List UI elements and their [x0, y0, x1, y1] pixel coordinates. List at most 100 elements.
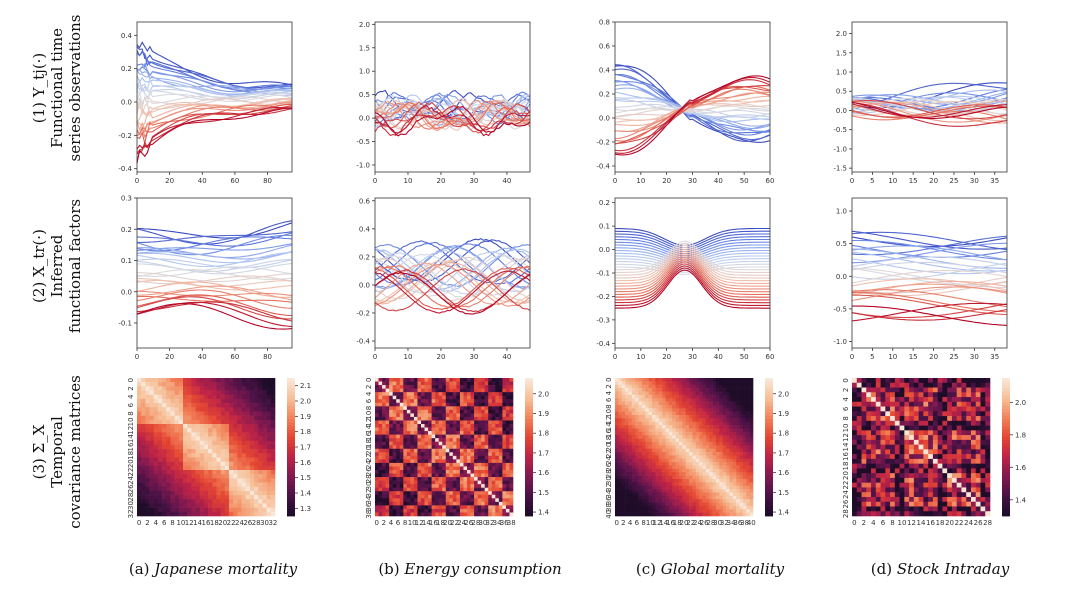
heatmap-cell [679, 492, 683, 496]
heatmap-cell [686, 479, 690, 483]
heatmap-cell [652, 405, 656, 409]
heatmap-cell [258, 411, 262, 415]
heatmap-cell [615, 449, 619, 453]
heatmap-cell [506, 396, 510, 400]
heatmap-cell [463, 442, 467, 446]
heatmap-cell [692, 466, 696, 470]
heatmap-cell [628, 425, 632, 429]
heatmap-cell [740, 489, 744, 493]
heatmap-cell [655, 462, 659, 466]
heatmap-cell [154, 441, 158, 445]
heatmap-cell [726, 439, 730, 443]
heatmap-cell [421, 396, 425, 400]
heatmap-cell [453, 495, 457, 499]
heatmap-cell [191, 428, 195, 432]
axes-frame [375, 22, 530, 172]
heatmap-cell [389, 431, 393, 435]
heatmap-cell [676, 489, 680, 493]
heatmap-cell [379, 456, 383, 460]
heatmap-cell [225, 382, 229, 386]
heatmap-cell [456, 495, 460, 499]
heatmap-cell [233, 503, 237, 507]
heatmap-cell [379, 512, 383, 516]
heatmap-cell [196, 503, 200, 507]
heatmap-cell [632, 402, 636, 406]
heatmap-cell [154, 508, 158, 512]
heatmap-cell [703, 442, 707, 446]
heatmap-cell [456, 505, 460, 509]
heatmap-cell [682, 482, 686, 486]
heatmap-cell [743, 381, 747, 385]
heatmap-cell [659, 492, 663, 496]
heatmap-cell [150, 474, 154, 478]
heatmap-cell [499, 385, 503, 389]
axes-frame [137, 198, 292, 348]
heatmap-cell [449, 382, 453, 386]
heatmap-cell [709, 378, 713, 382]
heatmap-cell [506, 382, 510, 386]
heatmap-cell [137, 474, 141, 478]
heatmap-cell [499, 463, 503, 467]
heatmap-cell [439, 502, 443, 506]
heatmap-cell [676, 415, 680, 419]
heatmap-cell [485, 452, 489, 456]
heatmap-cell [692, 395, 696, 399]
heatmap-cell [267, 386, 271, 390]
heatmap-cell [200, 470, 204, 474]
heatmap-cell [622, 472, 626, 476]
heatmap-cell [622, 391, 626, 395]
heatmap-cell [246, 441, 250, 445]
heatmap-cell [625, 445, 629, 449]
heatmap-cell [672, 422, 676, 426]
heatmap-cell [699, 432, 703, 436]
heatmap-cell [212, 407, 216, 411]
heatmap-cell [625, 479, 629, 483]
heatmap-cell [676, 388, 680, 392]
heatmap-cell [225, 407, 229, 411]
heatmap-cell [463, 470, 467, 474]
x-tick-label-3: 30 [688, 353, 697, 361]
heatmap-cell [460, 378, 464, 382]
heatmap-cell [502, 403, 506, 407]
heatmap-cell [463, 382, 467, 386]
heatmap-cell [723, 402, 727, 406]
heatmap-cell [400, 382, 404, 386]
heatmap-cell [204, 478, 208, 482]
y-tick-label-3: 0.5 [836, 240, 847, 248]
heatmap-cell [250, 399, 254, 403]
heatmap-cell [622, 503, 626, 507]
heatmap-cell [225, 391, 229, 395]
heatmap-cell [425, 449, 429, 453]
heatmap-cell [258, 395, 262, 399]
heatmap-cell [435, 410, 439, 414]
heatmap-cell [446, 431, 450, 435]
heat-y-tick-3: 6 [365, 398, 373, 403]
heatmap-cell [509, 417, 513, 421]
heat-y-tick-5: 10 [127, 417, 135, 426]
heatmap-cell [166, 483, 170, 487]
heatmap-cell [170, 428, 174, 432]
heatmap-cell [453, 424, 457, 428]
heatmap-cell [665, 439, 669, 443]
heatmap-cell [250, 462, 254, 466]
heatmap-cell [478, 459, 482, 463]
heatmap-cell [669, 455, 673, 459]
heatmap-cell [389, 459, 393, 463]
heatmap-cell [267, 466, 271, 470]
colorbar-segment [765, 399, 773, 403]
heatmap-cell [618, 432, 622, 436]
heatmap-cell [736, 398, 740, 402]
heatmap-cell [662, 486, 666, 490]
heatmap-cell [618, 476, 622, 480]
heatmap-cell [676, 402, 680, 406]
heatmap-cell [662, 452, 666, 456]
heatmap-cell [471, 502, 475, 506]
heatmap-cell [382, 420, 386, 424]
heatmap-cell [669, 452, 673, 456]
colorbar-segment [287, 440, 295, 444]
heatmap-cell [400, 417, 404, 421]
heatmap-cell [676, 395, 680, 399]
heatmap-cell [502, 431, 506, 435]
heatmap-cell [639, 422, 643, 426]
heatmap-cell [432, 481, 436, 485]
